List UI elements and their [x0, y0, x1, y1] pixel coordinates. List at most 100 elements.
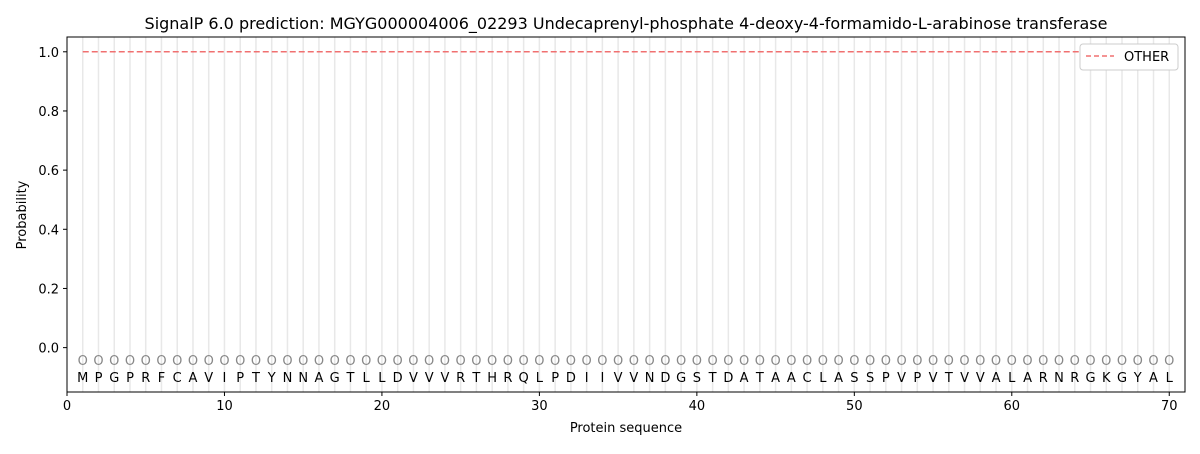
label-marker: O: [188, 354, 198, 369]
label-marker: O: [298, 354, 308, 369]
label-marker: O: [818, 354, 828, 369]
label-marker: O: [786, 354, 796, 369]
y-tick-label: 0.8: [38, 105, 59, 120]
residue-label: H: [487, 371, 497, 386]
label-marker: O: [487, 354, 497, 369]
label-marker: O: [1164, 354, 1174, 369]
residue-label: R: [503, 371, 512, 386]
label-marker: O: [723, 354, 733, 369]
label-marker: O: [1085, 354, 1095, 369]
residue-label: L: [536, 371, 544, 386]
label-marker: O: [377, 354, 387, 369]
residue-label: A: [771, 371, 780, 386]
residue-label: T: [345, 371, 354, 386]
residue-label: V: [960, 371, 969, 386]
legend-label-other: OTHER: [1124, 50, 1169, 65]
residue-label: G: [1085, 371, 1095, 386]
x-tick-label: 30: [531, 399, 548, 414]
residue-label: V: [204, 371, 213, 386]
label-marker: O: [1038, 354, 1048, 369]
y-tick-label: 0.6: [38, 164, 59, 179]
residue-label: M: [77, 371, 88, 386]
label-marker: O: [833, 354, 843, 369]
residue-label: R: [1039, 371, 1048, 386]
label-marker: O: [109, 354, 119, 369]
y-axis-label: Probability: [15, 180, 30, 249]
residue-label: T: [708, 371, 717, 386]
label-marker: O: [912, 354, 922, 369]
x-tick-label: 60: [1004, 399, 1021, 414]
label-marker: O: [896, 354, 906, 369]
label-marker: O: [251, 354, 261, 369]
label-marker: O: [314, 354, 324, 369]
x-tick-label: 50: [846, 399, 863, 414]
label-marker: O: [471, 354, 481, 369]
residue-label: A: [314, 371, 323, 386]
plot-frame: [66, 36, 1186, 393]
residue-label: P: [551, 371, 559, 386]
residue-label: K: [1102, 371, 1111, 386]
label-marker: O: [1117, 354, 1127, 369]
label-marker: O: [865, 354, 875, 369]
label-marker: O: [1101, 354, 1111, 369]
label-marker: O: [93, 354, 103, 369]
residue-label: D: [566, 371, 576, 386]
chart-title: SignalP 6.0 prediction: MGYG000004006_02…: [145, 14, 1108, 34]
residue-label: N: [283, 371, 293, 386]
label-marker: O: [1007, 354, 1017, 369]
residue-label: P: [236, 371, 244, 386]
label-marker: O: [676, 354, 686, 369]
label-marker: O: [629, 354, 639, 369]
residue-label: S: [850, 371, 858, 386]
label-marker: O: [739, 354, 749, 369]
label-marker: O: [707, 354, 717, 369]
label-marker: O: [1148, 354, 1158, 369]
label-marker: O: [802, 354, 812, 369]
residue-label: V: [929, 371, 938, 386]
x-tick-label: 40: [689, 399, 706, 414]
y-tick-label: 1.0: [38, 46, 59, 61]
residue-label: D: [393, 371, 403, 386]
residue-label: A: [834, 371, 843, 386]
residue-label: A: [992, 371, 1001, 386]
label-marker: O: [503, 354, 513, 369]
residue-label: Q: [519, 371, 529, 386]
x-tick-label: 0: [63, 399, 71, 414]
residue-label: F: [158, 371, 165, 386]
label-marker: O: [345, 354, 355, 369]
label-marker: O: [330, 354, 340, 369]
y-tick-label: 0.0: [38, 342, 59, 357]
label-marker: O: [613, 354, 623, 369]
label-marker: O: [440, 354, 450, 369]
residue-label: P: [126, 371, 134, 386]
residue-label: P: [913, 371, 921, 386]
label-marker: O: [755, 354, 765, 369]
label-marker: O: [78, 354, 88, 369]
label-marker: O: [692, 354, 702, 369]
residue-label: A: [1149, 371, 1158, 386]
x-tick-label: 20: [374, 399, 391, 414]
residue-label: R: [456, 371, 465, 386]
label-marker: O: [534, 354, 544, 369]
label-marker: O: [770, 354, 780, 369]
residue-label: P: [95, 371, 103, 386]
legend: OTHER: [1079, 43, 1179, 71]
label-marker: O: [361, 354, 371, 369]
label-marker: O: [235, 354, 245, 369]
y-tick-label: 0.2: [38, 282, 59, 297]
label-marker: O: [393, 354, 403, 369]
residue-label: L: [1166, 371, 1174, 386]
residue-label: S: [866, 371, 874, 386]
label-marker: O: [582, 354, 592, 369]
residue-label: N: [1054, 371, 1064, 386]
residue-label: T: [251, 371, 260, 386]
label-marker: O: [566, 354, 576, 369]
residue-label: C: [803, 371, 812, 386]
label-marker: O: [141, 354, 151, 369]
label-marker: O: [928, 354, 938, 369]
label-marker: O: [156, 354, 166, 369]
residue-label: V: [409, 371, 418, 386]
label-marker: O: [456, 354, 466, 369]
